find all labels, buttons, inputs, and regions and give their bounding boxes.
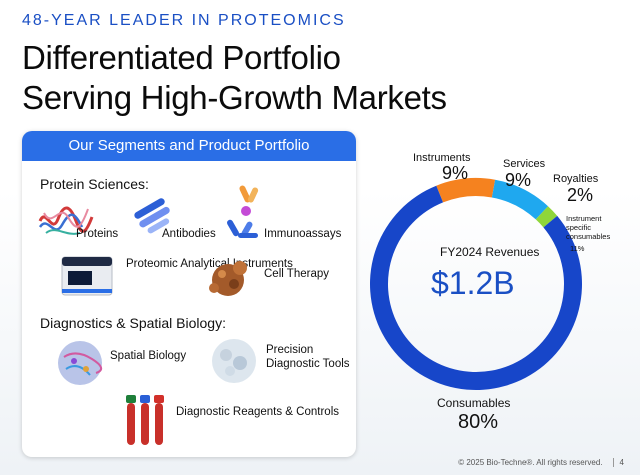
- test-tubes-icon: [126, 395, 164, 445]
- chart-total: $1.2B: [431, 265, 515, 301]
- diagnostics-label: Diagnostics & Spatial Biology:: [40, 315, 226, 331]
- panel-heading: Our Segments and Product Portfolio: [22, 131, 356, 161]
- annotation-value: 11%: [570, 244, 585, 253]
- segments-panel: Our Segments and Product Portfolio Prote…: [22, 131, 356, 457]
- annotation-instrument-consumables: Instrument specific consumables 11%: [566, 214, 610, 253]
- copyright-text: © 2025 Bio-Techne®. All rights reserved.: [458, 458, 603, 467]
- title-line-2: Serving High-Growth Markets: [22, 79, 447, 116]
- precision-diagnostic-icon: [212, 339, 256, 383]
- title-line-1: Differentiated Portfolio: [22, 39, 341, 76]
- legend-royalties-value: 2%: [567, 185, 594, 205]
- legend-instruments-value: 9%: [442, 163, 469, 183]
- protein-structure-icon: [38, 206, 94, 235]
- item-spatial-biology: Spatial Biology: [110, 350, 187, 362]
- annotation-line-1: Instrument: [566, 214, 602, 223]
- eyebrow-text: 48-YEAR LEADER IN PROTEOMICS: [22, 12, 346, 29]
- legend-royalties-name: Royalties: [553, 173, 599, 185]
- legend-services-value: 9%: [505, 170, 532, 190]
- footer: © 2025 Bio-Techne®. All rights reserved.…: [458, 458, 624, 467]
- protein-sciences-label: Protein Sciences:: [40, 176, 149, 192]
- legend-instruments-name: Instruments: [413, 152, 471, 164]
- slice-services: [491, 179, 549, 220]
- antibody-icon: [134, 198, 170, 234]
- analytical-instrument-icon: [61, 256, 113, 296]
- legend-services-name: Services: [503, 158, 546, 170]
- spatial-biology-icon: [58, 341, 103, 385]
- annotation-line-3: consumables: [566, 232, 611, 241]
- item-proteomic-instruments: Proteomic Analytical Instruments: [126, 258, 293, 270]
- chart-title: FY2024 Revenues: [440, 245, 540, 259]
- item-diagnostic-reagents: Diagnostic Reagents & Controls: [176, 406, 339, 418]
- legend-consumables-name: Consumables: [437, 396, 511, 410]
- slice-instruments: [436, 177, 496, 203]
- slice-royalties: [535, 206, 558, 228]
- annotation-line-2: specific: [566, 223, 592, 232]
- item-antibodies: Antibodies: [162, 228, 216, 240]
- slide-title: Differentiated Portfolio Serving High-Gr…: [22, 38, 447, 118]
- item-proteins: Proteins: [76, 228, 119, 240]
- item-cell-therapy: Cell Therapy: [264, 268, 329, 280]
- item-immunoassays: Immunoassays: [264, 228, 342, 240]
- legend-consumables-value: 80%: [458, 411, 499, 433]
- page-number: 4: [612, 458, 624, 467]
- immunoassay-icon: [227, 185, 259, 238]
- item-precision-diagnostic-tools: Precision Diagnostic Tools: [266, 344, 350, 370]
- cell-therapy-icon: [209, 261, 247, 296]
